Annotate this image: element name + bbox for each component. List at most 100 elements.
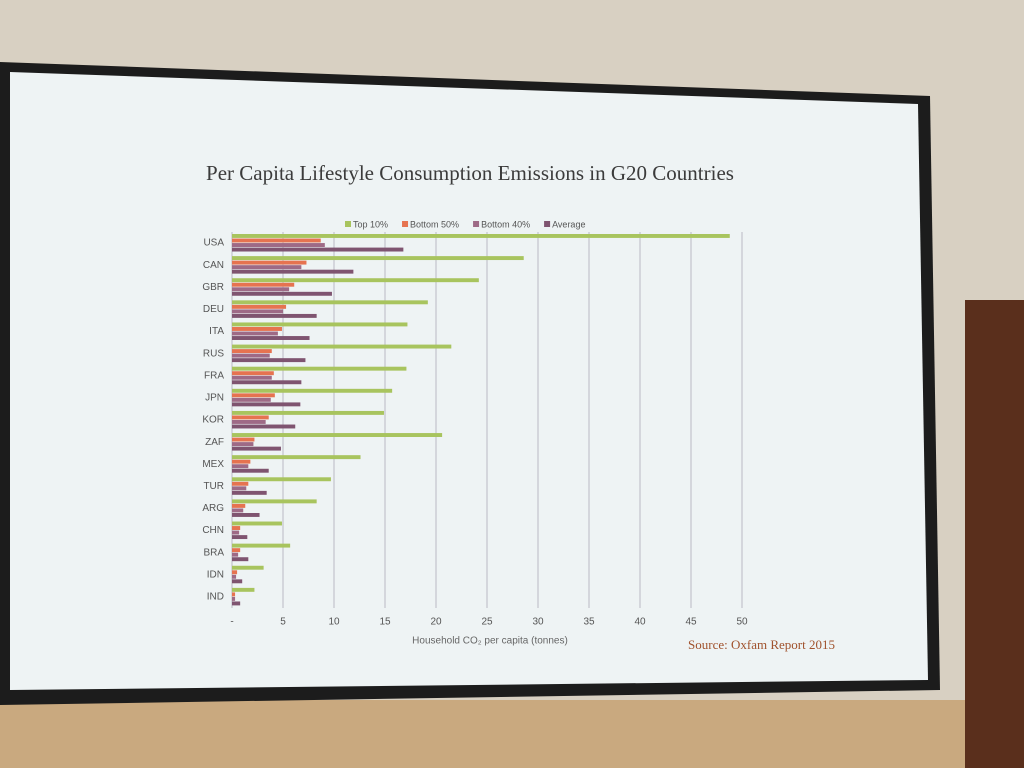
bar — [232, 552, 239, 557]
bar — [232, 291, 332, 296]
bar — [232, 380, 302, 385]
bar — [232, 570, 238, 575]
bar — [232, 601, 241, 606]
door — [965, 300, 1024, 768]
bar — [232, 238, 321, 243]
bar — [232, 486, 247, 491]
wood-panel — [0, 700, 1024, 768]
bar — [232, 446, 281, 451]
bar — [232, 535, 248, 540]
chart-title: Per Capita Lifestyle Consumption Emissio… — [206, 161, 734, 185]
bar — [232, 521, 282, 526]
bar — [232, 459, 251, 464]
legend-label: Bottom 40% — [481, 219, 530, 229]
y-tick-label: TUR — [203, 481, 224, 492]
bar — [232, 513, 260, 517]
bar — [232, 256, 524, 261]
x-tick-label: 45 — [685, 617, 697, 628]
bar — [232, 353, 270, 358]
bar — [232, 371, 274, 376]
bar — [232, 557, 249, 562]
bar — [232, 433, 443, 437]
bar — [232, 375, 272, 380]
x-tick-label: 50 — [736, 617, 748, 628]
bar — [232, 437, 255, 442]
bar — [232, 574, 237, 579]
source-note: Source: Oxfam Report 2015 — [688, 637, 835, 652]
plot-area: - 5 10 15 20 25 30 35 40 45 50 Top 10% Bottom 50% Bot… — [202, 219, 748, 627]
x-tick-label: 20 — [430, 617, 442, 628]
bar — [232, 278, 479, 283]
bar — [232, 247, 404, 252]
bar — [232, 468, 269, 473]
bar — [232, 420, 266, 424]
x-axis-label: Household CO₂ per capita (tonnes) — [412, 636, 568, 647]
bar — [232, 287, 290, 292]
y-tick-label: MEX — [202, 459, 224, 470]
y-tick-label: IDN — [207, 569, 224, 580]
bar — [232, 410, 384, 415]
y-tick-label: FRA — [204, 370, 224, 381]
bar — [232, 349, 272, 354]
bar — [232, 269, 354, 274]
bar — [232, 565, 264, 570]
y-tick-label: ITA — [209, 326, 224, 337]
x-tick-label: 25 — [481, 617, 493, 628]
y-tick-label: DEU — [203, 304, 224, 315]
x-tick-label: 5 — [280, 617, 286, 628]
bar — [232, 477, 331, 482]
bar — [232, 260, 307, 265]
y-tick-label: ARG — [202, 503, 224, 514]
bar — [232, 309, 283, 314]
bar — [232, 499, 317, 504]
y-tick-label: IND — [207, 592, 224, 603]
legend-label: Bottom 50% — [410, 219, 459, 229]
bar — [232, 424, 296, 429]
bar — [232, 331, 278, 336]
bar — [232, 543, 291, 548]
y-tick-label: BRA — [203, 547, 224, 558]
bar — [232, 592, 236, 597]
bar — [232, 393, 275, 398]
bar — [232, 530, 240, 535]
x-tick-label: 40 — [634, 617, 646, 628]
y-tick-label: ZAF — [205, 437, 224, 448]
x-tick-label: 30 — [532, 617, 544, 628]
bar — [232, 282, 295, 287]
bar — [232, 265, 302, 270]
bar — [232, 243, 325, 247]
y-tick-label: JPN — [205, 393, 224, 404]
bar — [232, 322, 408, 327]
bar — [232, 366, 407, 371]
bar — [232, 234, 730, 238]
bar — [232, 455, 361, 460]
bar — [232, 442, 254, 447]
bar — [232, 304, 287, 309]
bar — [232, 344, 452, 349]
bar — [232, 508, 244, 513]
bar — [232, 464, 249, 469]
bar — [232, 358, 306, 363]
legend-swatch — [402, 221, 409, 227]
bar — [232, 402, 301, 407]
legend-label: Top 10% — [353, 219, 388, 229]
bar — [232, 587, 255, 592]
x-tick-label: 10 — [328, 617, 340, 628]
bar — [232, 503, 246, 508]
bar — [232, 526, 241, 530]
legend-swatch — [345, 221, 351, 227]
x-tick-label: - — [230, 617, 233, 628]
legend-label: Average — [552, 219, 585, 229]
bar — [232, 596, 236, 601]
bar — [232, 579, 243, 584]
bar — [232, 300, 428, 305]
y-tick-label: CAN — [203, 260, 224, 271]
x-tick-label: 35 — [583, 617, 595, 628]
y-tick-label: USA — [203, 238, 224, 249]
bar — [232, 313, 317, 318]
legend-swatch — [544, 221, 551, 227]
y-tick-label: KOR — [202, 415, 224, 426]
y-tick-label: CHN — [202, 525, 224, 536]
